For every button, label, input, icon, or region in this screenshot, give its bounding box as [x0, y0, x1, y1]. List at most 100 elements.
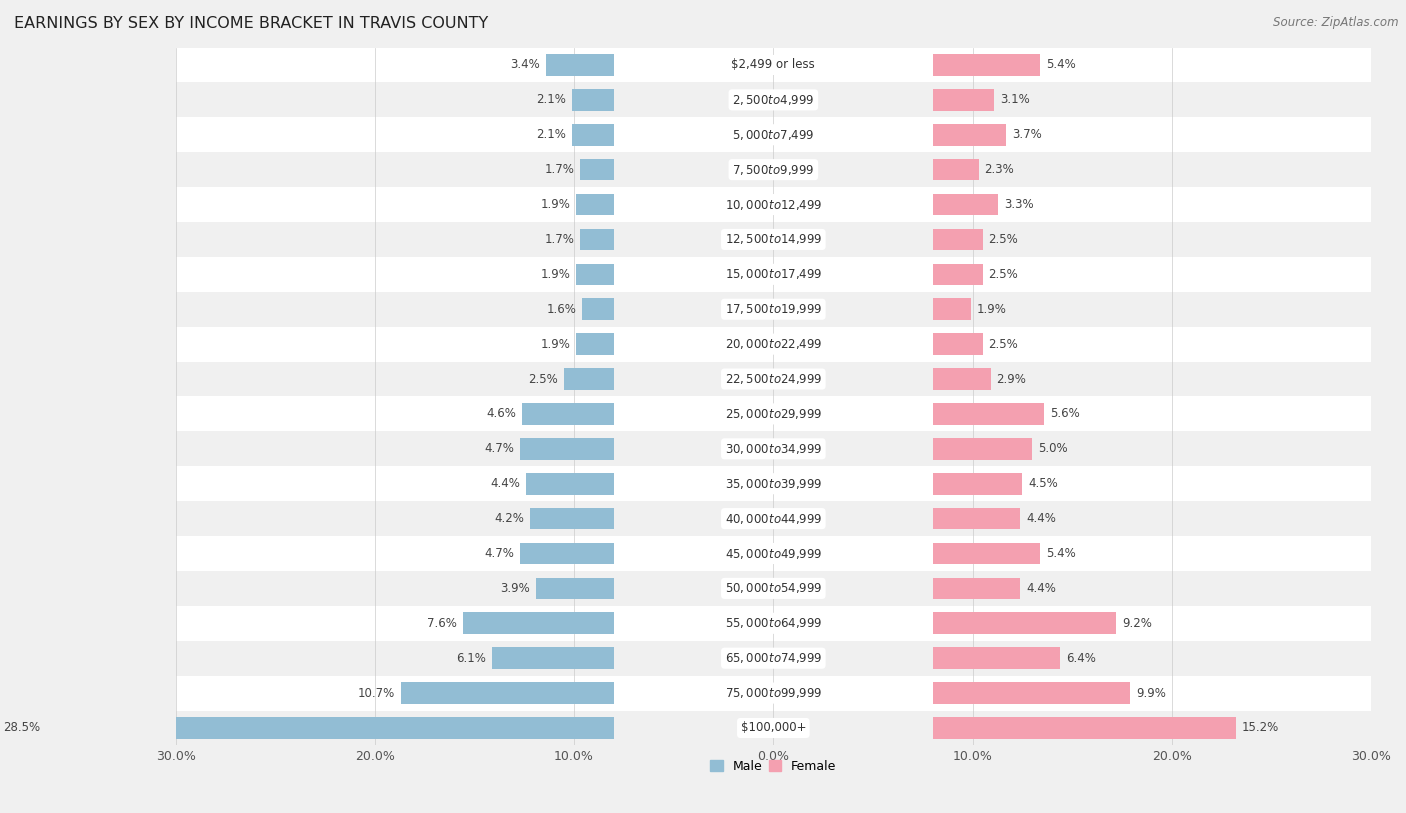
Bar [176, 641, 1371, 676]
Text: $40,000 to $44,999: $40,000 to $44,999 [724, 511, 823, 526]
Bar [932, 438, 1032, 459]
Bar [582, 298, 614, 320]
Bar [401, 682, 614, 704]
Text: $45,000 to $49,999: $45,000 to $49,999 [724, 546, 823, 560]
Bar [932, 508, 1021, 529]
Bar [176, 571, 1371, 606]
Text: EARNINGS BY SEX BY INCOME BRACKET IN TRAVIS COUNTY: EARNINGS BY SEX BY INCOME BRACKET IN TRA… [14, 16, 488, 31]
Text: $10,000 to $12,499: $10,000 to $12,499 [724, 198, 823, 211]
Bar [463, 612, 614, 634]
Text: 5.4%: 5.4% [1046, 59, 1076, 72]
Bar [176, 676, 1371, 711]
Text: 5.0%: 5.0% [1038, 442, 1069, 455]
Bar [576, 193, 614, 215]
Text: 4.2%: 4.2% [495, 512, 524, 525]
Text: $55,000 to $64,999: $55,000 to $64,999 [724, 616, 823, 630]
Bar [176, 606, 1371, 641]
Text: 5.6%: 5.6% [1050, 407, 1080, 420]
Text: $50,000 to $54,999: $50,000 to $54,999 [724, 581, 823, 595]
Bar [932, 159, 979, 180]
Text: 3.3%: 3.3% [1004, 198, 1033, 211]
Text: 3.4%: 3.4% [510, 59, 540, 72]
Text: $12,500 to $14,999: $12,500 to $14,999 [724, 233, 823, 246]
Text: $25,000 to $29,999: $25,000 to $29,999 [724, 407, 823, 421]
Bar [932, 403, 1045, 424]
Bar [176, 222, 1371, 257]
Text: 4.4%: 4.4% [1026, 582, 1056, 595]
Text: 4.4%: 4.4% [491, 477, 520, 490]
Text: 2.9%: 2.9% [997, 372, 1026, 385]
Bar [522, 403, 614, 424]
Text: 1.9%: 1.9% [540, 267, 569, 280]
Text: 2.5%: 2.5% [988, 267, 1018, 280]
Text: 4.4%: 4.4% [1026, 512, 1056, 525]
Bar [572, 89, 614, 111]
Text: 2.1%: 2.1% [536, 93, 567, 107]
Bar [176, 187, 1371, 222]
Text: 4.7%: 4.7% [485, 547, 515, 560]
Text: 9.9%: 9.9% [1136, 687, 1166, 699]
Bar [932, 473, 1022, 494]
Bar [932, 193, 998, 215]
Text: 4.7%: 4.7% [485, 442, 515, 455]
Bar [176, 117, 1371, 152]
Bar [932, 124, 1007, 146]
Bar [176, 467, 1371, 501]
Text: $7,500 to $9,999: $7,500 to $9,999 [733, 163, 814, 176]
Bar [176, 711, 1371, 746]
Text: $75,000 to $99,999: $75,000 to $99,999 [724, 686, 823, 700]
Bar [176, 536, 1371, 571]
Text: 6.1%: 6.1% [457, 652, 486, 665]
Text: $22,500 to $24,999: $22,500 to $24,999 [724, 372, 823, 386]
Bar [536, 577, 614, 599]
Text: $2,500 to $4,999: $2,500 to $4,999 [733, 93, 814, 107]
Text: $100,000+: $100,000+ [741, 721, 806, 734]
Text: 10.7%: 10.7% [357, 687, 395, 699]
Text: $30,000 to $34,999: $30,000 to $34,999 [724, 441, 823, 456]
Text: 1.7%: 1.7% [544, 163, 574, 176]
Bar [576, 333, 614, 355]
Text: 5.4%: 5.4% [1046, 547, 1076, 560]
Bar [176, 82, 1371, 117]
Text: 1.9%: 1.9% [540, 337, 569, 350]
Bar [530, 508, 614, 529]
Text: 3.9%: 3.9% [501, 582, 530, 595]
Text: 3.1%: 3.1% [1001, 93, 1031, 107]
Bar [932, 682, 1130, 704]
Bar [932, 228, 983, 250]
Bar [932, 717, 1236, 739]
Text: 1.6%: 1.6% [546, 302, 576, 315]
Bar [572, 124, 614, 146]
Bar [176, 257, 1371, 292]
Text: 28.5%: 28.5% [3, 721, 41, 734]
Text: 1.9%: 1.9% [540, 198, 569, 211]
Bar [176, 47, 1371, 82]
Bar [546, 54, 614, 76]
Text: $20,000 to $22,499: $20,000 to $22,499 [724, 337, 823, 351]
Bar [526, 473, 614, 494]
Text: 4.6%: 4.6% [486, 407, 516, 420]
Bar [932, 298, 970, 320]
Text: $15,000 to $17,499: $15,000 to $17,499 [724, 267, 823, 281]
Text: 2.5%: 2.5% [988, 233, 1018, 246]
Text: 6.4%: 6.4% [1066, 652, 1097, 665]
Text: $35,000 to $39,999: $35,000 to $39,999 [724, 476, 823, 491]
Text: 2.5%: 2.5% [529, 372, 558, 385]
Bar [176, 432, 1371, 467]
Bar [520, 438, 614, 459]
Bar [176, 397, 1371, 432]
Text: 2.1%: 2.1% [536, 128, 567, 141]
Text: $17,500 to $19,999: $17,500 to $19,999 [724, 302, 823, 316]
Bar [932, 333, 983, 355]
Bar [932, 89, 994, 111]
Bar [576, 263, 614, 285]
Text: 3.7%: 3.7% [1012, 128, 1042, 141]
Bar [932, 577, 1021, 599]
Text: 9.2%: 9.2% [1122, 617, 1152, 630]
Bar [492, 647, 614, 669]
Bar [932, 263, 983, 285]
Bar [581, 228, 614, 250]
Bar [932, 368, 990, 390]
Bar [564, 368, 614, 390]
Bar [176, 292, 1371, 327]
